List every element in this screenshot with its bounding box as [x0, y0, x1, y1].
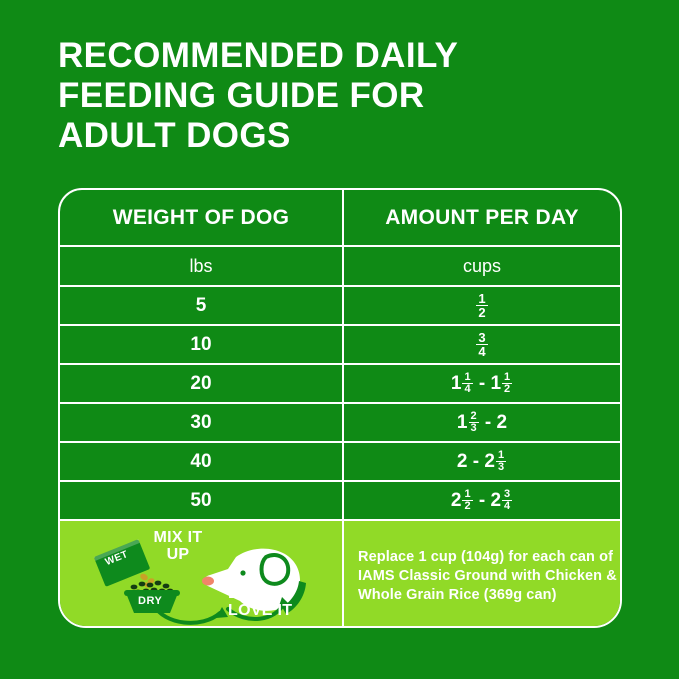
wet-pouch-icon	[93, 539, 150, 587]
cell-weight: 5	[195, 294, 207, 316]
feeding-guide-table: WEIGHT OF DOG AMOUNT PER DAY lbs cups 5 …	[58, 188, 622, 628]
cell-weight: 50	[190, 489, 212, 511]
mix-it-up-promo-graphic: MIX IT UP DOGS LOVE IT WET DRY	[60, 521, 342, 626]
promo-mix-it-up-label: MIX IT UP	[138, 529, 218, 563]
table-units-row: lbs cups	[60, 245, 620, 285]
title-line-2: FEEDING GUIDE FOR	[58, 76, 425, 115]
title-line-3: ADULT DOGS	[58, 116, 291, 155]
table-header-row: WEIGHT OF DOG AMOUNT PER DAY	[60, 190, 620, 245]
title-line-1: RECOMMENDED DAILY	[58, 36, 459, 75]
dog-and-bowl-illustration	[93, 539, 306, 625]
column-header-amount: AMOUNT PER DAY	[342, 190, 620, 245]
footer-panel: MIX IT UP DOGS LOVE IT WET DRY Replace 1…	[60, 519, 620, 626]
unit-label-cups: cups	[342, 247, 620, 285]
replacement-note-cell: Replace 1 cup (104g) for each can of IAM…	[342, 521, 620, 626]
dry-bowl-icon	[124, 580, 180, 613]
arrow-heads-icon	[216, 597, 290, 618]
dog-head-icon	[202, 548, 306, 614]
cell-weight: 10	[190, 333, 212, 355]
replacement-note-text: Replace 1 cup (104g) for each can of IAM…	[358, 548, 617, 603]
dry-bowl-label: DRY	[138, 595, 163, 607]
cell-weight: 20	[190, 372, 212, 394]
promo-mix-line-2: UP	[166, 546, 190, 563]
unit-label-lbs: lbs	[189, 255, 213, 276]
cell-weight: 40	[190, 450, 212, 472]
promo-dogs-line-1: DOGS	[228, 585, 277, 602]
page-title: RECOMMENDED DAILY FEEDING GUIDE FOR ADUL…	[58, 36, 618, 156]
promo-mix-line-1: MIX IT	[153, 529, 203, 546]
promo-dogs-line-2: LOVE IT	[228, 602, 293, 619]
promo-dogs-love-it-label: DOGS LOVE IT	[228, 585, 328, 619]
cell-weight: 30	[190, 411, 212, 433]
column-header-weight: WEIGHT OF DOG	[112, 205, 290, 229]
